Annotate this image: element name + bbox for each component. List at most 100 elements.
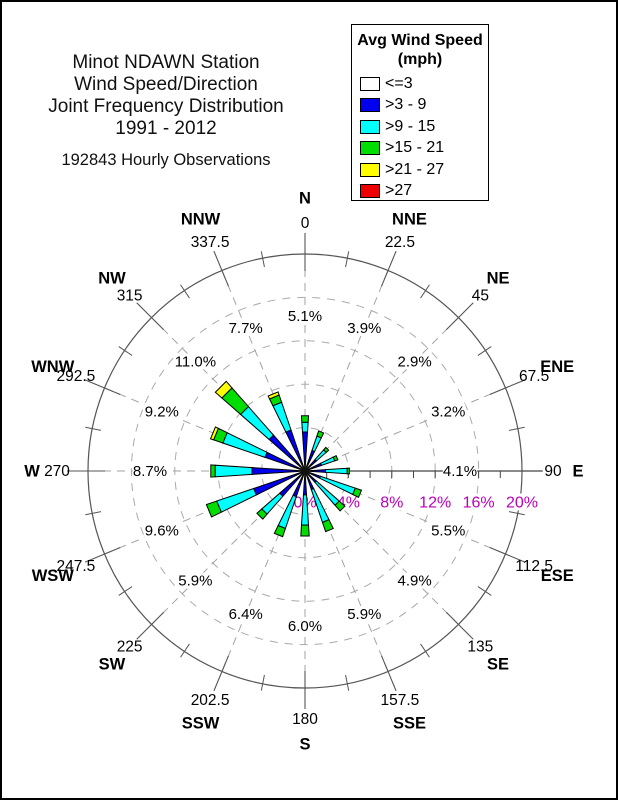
svg-text:NW: NW: [98, 269, 126, 287]
direction-total-SE: 4.9%: [397, 572, 432, 590]
svg-text:W: W: [24, 463, 40, 481]
legend-swatch: [360, 76, 380, 91]
svg-text:4.1%: 4.1%: [443, 463, 477, 480]
svg-text:7.7%: 7.7%: [229, 320, 263, 337]
direction-total-SSW: 6.4%: [228, 606, 263, 623]
direction-total-W: 8.7%: [132, 463, 168, 480]
petal-SW: [256, 470, 306, 520]
svg-text:45: 45: [472, 288, 489, 305]
svg-text:NE: NE: [487, 269, 510, 287]
petal-hub: [300, 466, 310, 476]
direction-total-ENE: 3.2%: [431, 403, 466, 421]
svg-text:8.7%: 8.7%: [133, 463, 167, 480]
svg-text:247.5: 247.5: [56, 558, 95, 575]
svg-text:5.5%: 5.5%: [431, 522, 465, 539]
svg-text:S: S: [299, 736, 310, 754]
legend-item: >21 - 27: [352, 159, 488, 181]
svg-text:5.1%: 5.1%: [288, 308, 322, 325]
petal-W: [210, 464, 306, 478]
direction-total-E: 4.1%: [442, 463, 478, 480]
svg-text:6.4%: 6.4%: [229, 606, 263, 623]
svg-text:9.2%: 9.2%: [145, 404, 179, 421]
legend-items: <=3 >3 - 9 >9 - 15 >15 - 21 >21 - 27 >27: [352, 73, 488, 202]
legend-item: >27: [352, 181, 488, 203]
svg-text:20%: 20%: [506, 495, 538, 512]
petal-SSW: [273, 470, 306, 538]
direction-total-WNW: 9.2%: [144, 403, 179, 421]
legend-item-label: >9 - 15: [385, 117, 436, 135]
legend-item-label: >21 - 27: [385, 160, 445, 178]
legend-swatch: [360, 184, 380, 199]
petal-WNW: [209, 426, 306, 472]
svg-text:90: 90: [544, 463, 562, 480]
compass-SSW: 202.5 SSW: [182, 692, 230, 733]
legend-item: <=3: [352, 73, 488, 95]
petal-NNE: [304, 430, 325, 472]
svg-text:6.0%: 6.0%: [288, 618, 322, 635]
svg-text:SSE: SSE: [393, 715, 426, 733]
legend-title-line-2: (mph): [397, 51, 443, 68]
title-line-1: Minot NDAWN Station: [72, 52, 260, 73]
svg-text:11.0%: 11.0%: [175, 353, 216, 370]
legend-item: >15 - 21: [352, 138, 488, 160]
legend-title-line-1: Avg Wind Speed: [357, 32, 483, 49]
petal-NNW: [267, 391, 306, 472]
compass-N: 0N: [299, 190, 311, 233]
svg-text:E: E: [572, 463, 583, 481]
svg-text:5.9%: 5.9%: [347, 606, 381, 623]
svg-text:112.5: 112.5: [515, 558, 553, 575]
svg-text:9.6%: 9.6%: [145, 522, 179, 539]
direction-total-labels: 5.1% 3.9% 2.9% 3.2% 4.1% 5.5% 4.9% 5.9% 6.0% 6.4%…: [132, 308, 478, 635]
title-line-3: Joint Frequency Distribution: [48, 96, 284, 117]
legend-swatch: [360, 141, 380, 156]
legend-swatch: [360, 119, 380, 134]
svg-text:NNE: NNE: [392, 210, 427, 228]
observation-count: 192843 Hourly Observations: [61, 151, 271, 169]
svg-text:5.9%: 5.9%: [178, 573, 212, 590]
direction-total-WSW: 9.6%: [144, 522, 179, 539]
svg-text:WSW: WSW: [32, 567, 75, 585]
svg-text:WNW: WNW: [31, 358, 74, 376]
svg-text:67.5: 67.5: [519, 368, 549, 385]
svg-text:N: N: [299, 190, 311, 208]
legend-item: >9 - 15: [352, 116, 488, 138]
svg-text:0: 0: [301, 215, 310, 232]
legend-swatch: [360, 98, 380, 113]
svg-text:SW: SW: [99, 656, 126, 674]
svg-text:NNW: NNW: [181, 210, 221, 228]
petal-ESE: [304, 470, 363, 499]
svg-text:2.9%: 2.9%: [398, 353, 432, 370]
legend-item: >3 - 9: [352, 95, 488, 117]
svg-text:225: 225: [117, 638, 143, 655]
direction-total-N: 5.1%: [287, 308, 323, 325]
svg-text:ESE: ESE: [541, 567, 574, 585]
svg-text:SSW: SSW: [182, 715, 220, 733]
petal-S: [300, 470, 310, 537]
legend-item-label: >27: [385, 182, 413, 200]
legend-item-label: >3 - 9: [385, 96, 427, 114]
legend-box: Avg Wind Speed (mph) <=3 >3 - 9 >9 - 15 >15…: [351, 24, 489, 201]
legend-item-label: >15 - 21: [385, 139, 445, 157]
petal-NE: [304, 446, 330, 472]
petal-SSE: [304, 470, 334, 533]
petal-WSW: [205, 470, 306, 518]
compass-E: 90 E: [544, 463, 583, 481]
petal-E: [304, 467, 350, 475]
direction-total-NNE: 3.9%: [347, 319, 382, 337]
direction-total-SSE: 5.9%: [347, 606, 382, 623]
svg-text:22.5: 22.5: [385, 234, 415, 251]
svg-text:202.5: 202.5: [191, 692, 230, 709]
direction-total-NW: 11.0%: [174, 353, 217, 370]
svg-text:ENE: ENE: [540, 358, 574, 376]
direction-total-ESE: 5.5%: [431, 522, 466, 539]
direction-total-S: 6.0%: [287, 618, 323, 635]
